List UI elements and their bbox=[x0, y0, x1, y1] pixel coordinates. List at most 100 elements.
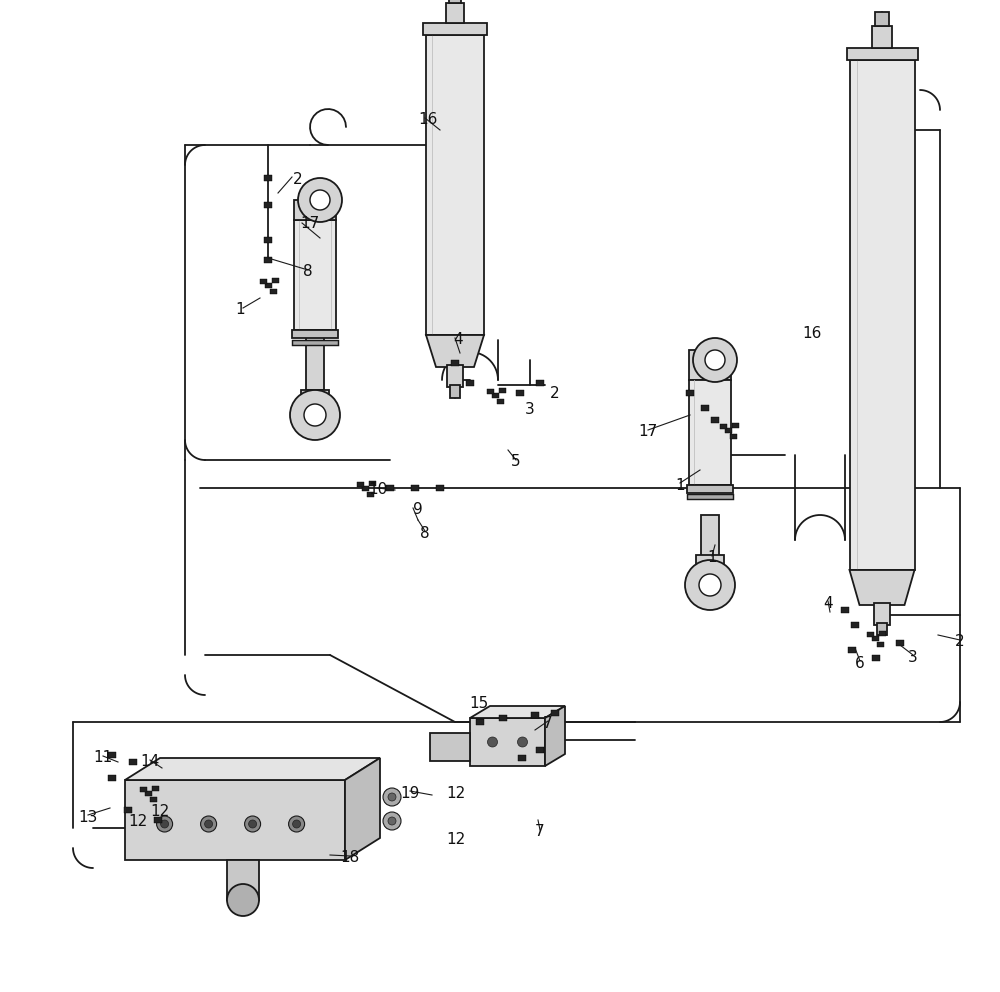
Circle shape bbox=[227, 884, 259, 916]
Bar bbox=[732, 423, 738, 428]
Bar bbox=[848, 647, 856, 653]
Text: 9: 9 bbox=[413, 503, 423, 518]
Bar bbox=[272, 278, 278, 283]
Bar bbox=[686, 390, 694, 396]
Polygon shape bbox=[345, 758, 380, 860]
Bar bbox=[874, 603, 890, 625]
Bar bbox=[264, 175, 272, 181]
Text: 17: 17 bbox=[638, 425, 658, 439]
Bar bbox=[536, 380, 544, 386]
Bar bbox=[851, 622, 859, 628]
Bar bbox=[872, 26, 892, 48]
Bar bbox=[720, 424, 726, 429]
Text: 2: 2 bbox=[550, 386, 560, 401]
Bar bbox=[696, 555, 724, 570]
Circle shape bbox=[249, 820, 257, 828]
Bar bbox=[872, 655, 880, 661]
Text: 2: 2 bbox=[955, 635, 965, 650]
Bar bbox=[536, 747, 544, 753]
Circle shape bbox=[693, 338, 737, 382]
Bar bbox=[436, 485, 444, 491]
Text: 3: 3 bbox=[525, 403, 535, 418]
Polygon shape bbox=[545, 706, 565, 766]
Bar bbox=[496, 399, 504, 404]
Bar bbox=[877, 623, 887, 635]
Text: 6: 6 bbox=[855, 656, 865, 671]
Circle shape bbox=[685, 560, 735, 610]
Text: 10: 10 bbox=[368, 482, 388, 498]
Circle shape bbox=[298, 178, 342, 222]
Text: 19: 19 bbox=[400, 786, 420, 801]
Circle shape bbox=[293, 820, 301, 828]
Circle shape bbox=[705, 350, 725, 370]
Bar bbox=[724, 428, 732, 433]
Bar bbox=[872, 636, 879, 641]
Circle shape bbox=[290, 390, 340, 440]
Polygon shape bbox=[850, 570, 914, 605]
Text: 12: 12 bbox=[446, 832, 466, 847]
Bar bbox=[306, 330, 324, 390]
Bar bbox=[516, 390, 524, 396]
Bar bbox=[426, 35, 484, 335]
Bar bbox=[470, 718, 545, 766]
Circle shape bbox=[157, 816, 173, 832]
Bar bbox=[446, 3, 464, 23]
Text: 3: 3 bbox=[908, 650, 918, 665]
Text: 4: 4 bbox=[453, 332, 463, 347]
Circle shape bbox=[383, 812, 401, 830]
Circle shape bbox=[161, 820, 169, 828]
Bar bbox=[108, 775, 116, 781]
Bar bbox=[687, 494, 733, 499]
Bar bbox=[875, 12, 889, 26]
Circle shape bbox=[488, 737, 498, 747]
Text: 8: 8 bbox=[420, 526, 430, 541]
Bar bbox=[498, 388, 506, 393]
Bar bbox=[866, 632, 874, 637]
Bar bbox=[451, 360, 459, 366]
Bar bbox=[294, 200, 336, 220]
Bar bbox=[264, 202, 272, 208]
Text: 14: 14 bbox=[140, 755, 160, 770]
Bar bbox=[356, 481, 364, 486]
Bar bbox=[152, 786, 158, 791]
Bar bbox=[486, 389, 494, 394]
Circle shape bbox=[304, 404, 326, 426]
Bar bbox=[264, 237, 272, 243]
Bar bbox=[689, 350, 731, 380]
Text: 1: 1 bbox=[235, 303, 245, 317]
Text: 7: 7 bbox=[535, 824, 545, 839]
Bar bbox=[270, 289, 276, 294]
Bar bbox=[492, 393, 498, 398]
Circle shape bbox=[388, 793, 396, 801]
Bar bbox=[896, 640, 904, 646]
Circle shape bbox=[289, 816, 305, 832]
Bar bbox=[386, 485, 394, 491]
Bar bbox=[366, 491, 374, 497]
Polygon shape bbox=[125, 758, 380, 780]
Bar bbox=[368, 480, 376, 485]
Circle shape bbox=[518, 737, 528, 747]
Polygon shape bbox=[470, 706, 565, 718]
Bar bbox=[730, 434, 736, 438]
Polygon shape bbox=[426, 335, 484, 367]
Text: 15: 15 bbox=[469, 696, 489, 711]
Bar bbox=[499, 715, 507, 721]
Bar bbox=[876, 642, 884, 647]
Bar bbox=[701, 405, 709, 411]
Text: 5: 5 bbox=[511, 454, 521, 469]
Text: 4: 4 bbox=[823, 595, 833, 610]
Circle shape bbox=[310, 190, 330, 210]
Bar bbox=[518, 755, 526, 761]
Bar bbox=[841, 607, 849, 613]
Bar bbox=[449, 0, 461, 3]
Bar bbox=[125, 780, 345, 860]
Bar bbox=[260, 279, 266, 284]
Text: 13: 13 bbox=[78, 809, 98, 824]
Circle shape bbox=[699, 574, 721, 596]
Bar bbox=[140, 787, 146, 792]
Bar bbox=[264, 257, 272, 263]
Text: 16: 16 bbox=[802, 325, 822, 340]
Bar bbox=[687, 485, 733, 493]
Bar bbox=[531, 712, 539, 718]
Text: 17: 17 bbox=[300, 216, 320, 231]
